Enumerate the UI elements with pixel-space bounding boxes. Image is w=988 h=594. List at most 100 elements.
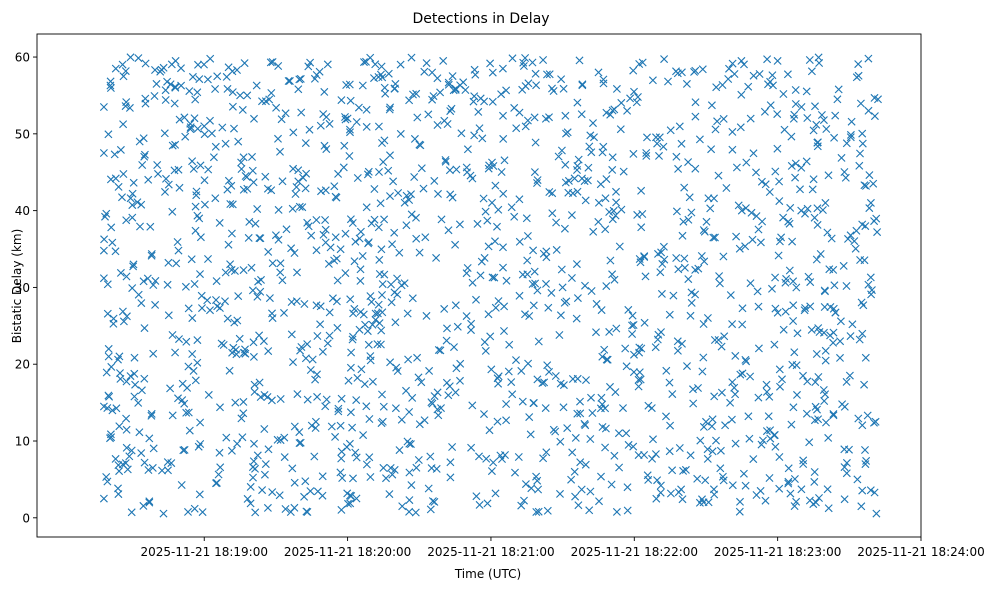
data-point — [612, 507, 621, 516]
data-point — [552, 245, 561, 254]
data-point — [424, 110, 433, 119]
data-point — [238, 105, 247, 114]
data-point — [657, 289, 666, 298]
data-point — [293, 390, 302, 399]
data-point — [395, 248, 404, 257]
data-point — [150, 92, 159, 100]
data-point — [260, 425, 269, 433]
data-point — [404, 355, 413, 364]
data-point — [305, 125, 314, 134]
data-point — [174, 246, 183, 255]
data-point — [730, 383, 739, 392]
data-point — [109, 314, 118, 323]
data-point — [589, 227, 598, 236]
data-point — [548, 84, 556, 93]
data-point — [307, 231, 316, 240]
data-point — [861, 460, 870, 469]
data-point — [817, 111, 826, 119]
data-point — [126, 194, 135, 203]
data-point — [803, 204, 812, 213]
data-point — [216, 403, 224, 412]
data-point — [223, 84, 232, 93]
data-point — [134, 54, 143, 63]
data-point — [301, 139, 310, 148]
data-point — [346, 499, 355, 508]
data-point — [713, 117, 722, 126]
data-point — [427, 464, 436, 473]
data-point — [226, 200, 235, 208]
data-point — [221, 297, 229, 306]
data-point — [114, 490, 123, 499]
data-point — [815, 328, 824, 336]
data-point — [125, 103, 134, 112]
data-point — [446, 458, 455, 467]
data-point — [580, 419, 589, 428]
data-point — [504, 367, 513, 376]
data-point — [114, 355, 122, 364]
data-point — [526, 430, 535, 439]
data-point — [578, 80, 587, 89]
data-point — [295, 202, 304, 211]
data-point — [714, 171, 723, 180]
data-point — [443, 120, 452, 128]
data-point — [127, 446, 136, 455]
data-point — [289, 164, 298, 173]
data-point — [728, 127, 737, 136]
data-point — [629, 149, 638, 158]
data-point — [603, 355, 612, 364]
data-point — [137, 299, 146, 308]
data-point — [846, 130, 855, 139]
data-point — [867, 290, 876, 299]
data-point — [608, 153, 617, 162]
data-point — [116, 369, 124, 378]
data-point — [189, 164, 198, 173]
data-point — [288, 464, 297, 473]
data-point — [410, 134, 419, 143]
data-point — [104, 391, 113, 400]
data-point — [272, 103, 281, 112]
data-point — [294, 85, 303, 94]
data-point — [809, 175, 818, 184]
data-point — [412, 89, 421, 98]
data-point — [433, 121, 442, 129]
data-point — [379, 158, 388, 166]
data-point — [341, 269, 350, 278]
data-point — [122, 425, 131, 434]
data-point — [746, 279, 755, 288]
data-point — [858, 421, 867, 430]
data-point — [295, 439, 304, 448]
data-point — [152, 79, 161, 88]
data-point — [144, 175, 153, 184]
data-point — [556, 379, 565, 388]
data-point — [204, 390, 213, 399]
data-point — [864, 54, 873, 63]
data-point — [263, 184, 272, 193]
data-point — [424, 484, 433, 493]
data-point — [775, 365, 784, 374]
data-point — [422, 59, 431, 68]
data-point — [643, 133, 651, 142]
data-point — [371, 315, 380, 324]
data-point — [545, 188, 554, 196]
data-point — [491, 181, 500, 190]
data-point — [573, 187, 582, 196]
data-point — [256, 393, 265, 401]
data-point — [368, 320, 377, 329]
data-point — [251, 219, 260, 228]
data-point — [744, 412, 753, 421]
data-point — [426, 452, 435, 461]
data-point — [551, 372, 560, 380]
data-point — [371, 60, 380, 69]
data-point — [128, 201, 137, 210]
data-point — [405, 439, 414, 448]
data-point — [702, 417, 710, 426]
data-point — [532, 81, 541, 90]
data-point — [282, 225, 291, 234]
data-point — [163, 280, 172, 289]
data-point — [754, 344, 763, 353]
data-point — [577, 485, 586, 494]
data-point — [491, 237, 499, 246]
data-point — [403, 309, 412, 318]
data-point — [437, 215, 446, 224]
